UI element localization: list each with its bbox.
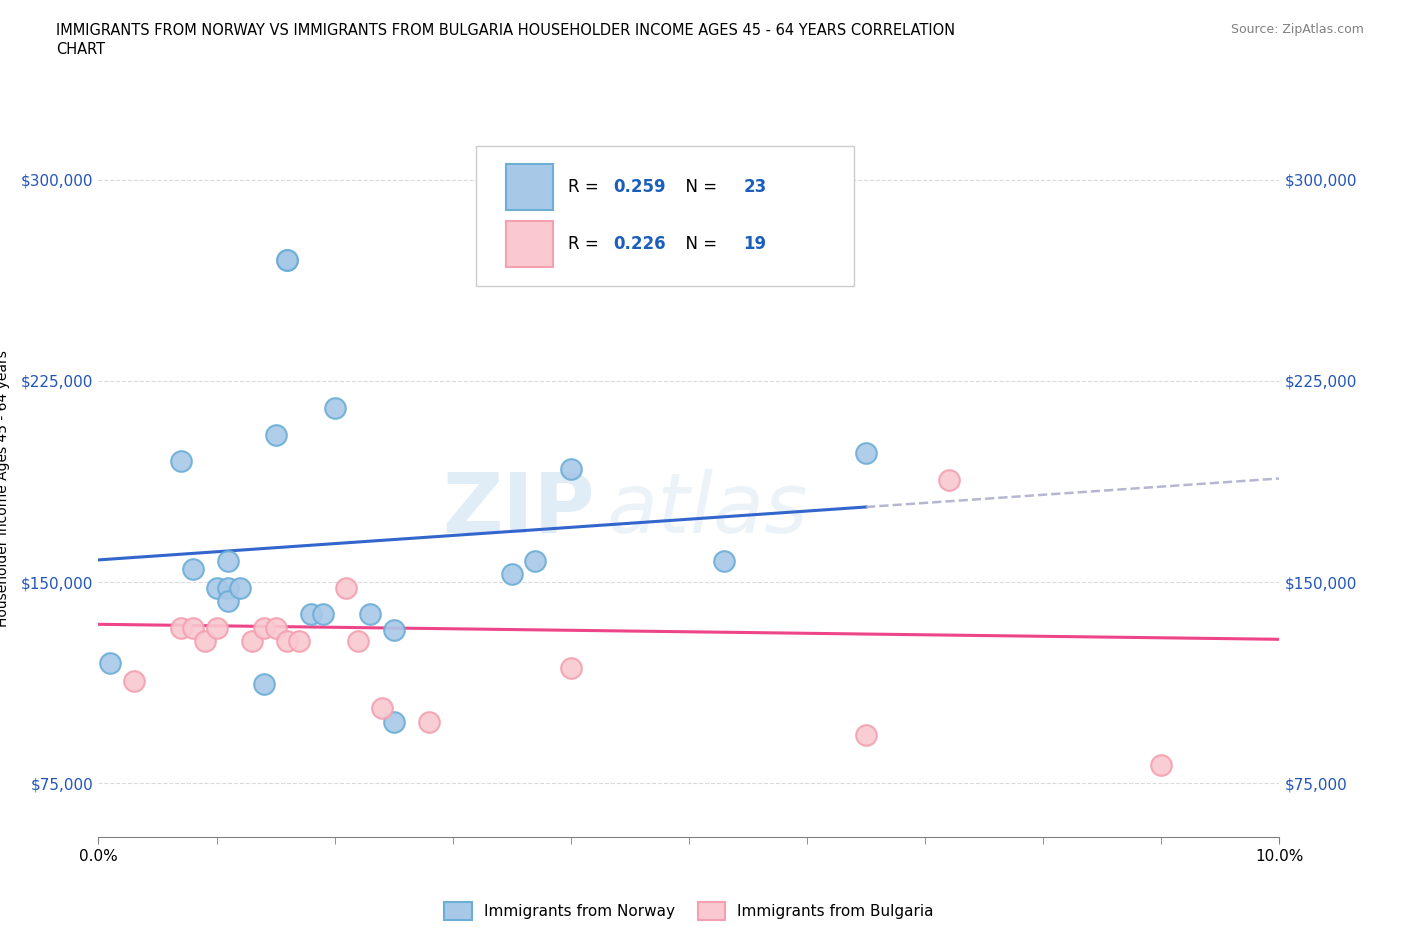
Point bbox=[524, 553, 547, 568]
Point bbox=[938, 472, 960, 487]
Point bbox=[855, 446, 877, 461]
Point bbox=[560, 660, 582, 675]
Point bbox=[501, 239, 523, 254]
FancyBboxPatch shape bbox=[477, 147, 855, 286]
Point bbox=[170, 454, 193, 469]
Point bbox=[382, 623, 405, 638]
Point bbox=[264, 427, 287, 442]
Point bbox=[855, 727, 877, 742]
Point bbox=[181, 562, 204, 577]
Point bbox=[323, 400, 346, 415]
Point bbox=[217, 593, 239, 608]
Text: 0.226: 0.226 bbox=[613, 235, 666, 253]
Point bbox=[276, 253, 298, 268]
Point bbox=[217, 580, 239, 595]
Text: 0.259: 0.259 bbox=[613, 178, 666, 196]
Point bbox=[98, 656, 121, 671]
Point bbox=[560, 462, 582, 477]
Point bbox=[217, 553, 239, 568]
Point bbox=[240, 633, 263, 648]
Text: IMMIGRANTS FROM NORWAY VS IMMIGRANTS FROM BULGARIA HOUSEHOLDER INCOME AGES 45 - : IMMIGRANTS FROM NORWAY VS IMMIGRANTS FRO… bbox=[56, 23, 955, 38]
Point bbox=[181, 620, 204, 635]
Text: 19: 19 bbox=[744, 235, 766, 253]
Point bbox=[501, 566, 523, 581]
Point bbox=[122, 674, 145, 689]
Point bbox=[194, 633, 217, 648]
Point bbox=[276, 633, 298, 648]
Point bbox=[335, 580, 357, 595]
Text: 23: 23 bbox=[744, 178, 766, 196]
Point bbox=[276, 253, 298, 268]
Point bbox=[253, 677, 276, 692]
Y-axis label: Householder Income Ages 45 - 64 years: Householder Income Ages 45 - 64 years bbox=[0, 350, 10, 627]
Point bbox=[382, 714, 405, 729]
Text: CHART: CHART bbox=[56, 42, 105, 57]
Text: R =: R = bbox=[568, 235, 605, 253]
Text: ZIP: ZIP bbox=[441, 469, 595, 550]
FancyBboxPatch shape bbox=[506, 165, 553, 209]
Point bbox=[347, 633, 370, 648]
Point bbox=[359, 607, 381, 622]
Point bbox=[713, 553, 735, 568]
Point bbox=[288, 633, 311, 648]
Point bbox=[299, 607, 322, 622]
FancyBboxPatch shape bbox=[506, 221, 553, 267]
Point bbox=[312, 607, 335, 622]
Point bbox=[371, 701, 394, 716]
Point bbox=[205, 620, 228, 635]
Point bbox=[418, 714, 440, 729]
Point bbox=[264, 620, 287, 635]
Text: R =: R = bbox=[568, 178, 605, 196]
Point bbox=[253, 620, 276, 635]
Point bbox=[1150, 757, 1173, 772]
Text: atlas: atlas bbox=[606, 469, 808, 550]
Point bbox=[229, 580, 252, 595]
Text: N =: N = bbox=[675, 178, 723, 196]
Text: N =: N = bbox=[675, 235, 723, 253]
Legend: Immigrants from Norway, Immigrants from Bulgaria: Immigrants from Norway, Immigrants from … bbox=[444, 902, 934, 920]
Text: Source: ZipAtlas.com: Source: ZipAtlas.com bbox=[1230, 23, 1364, 36]
Point bbox=[205, 580, 228, 595]
Point bbox=[170, 620, 193, 635]
